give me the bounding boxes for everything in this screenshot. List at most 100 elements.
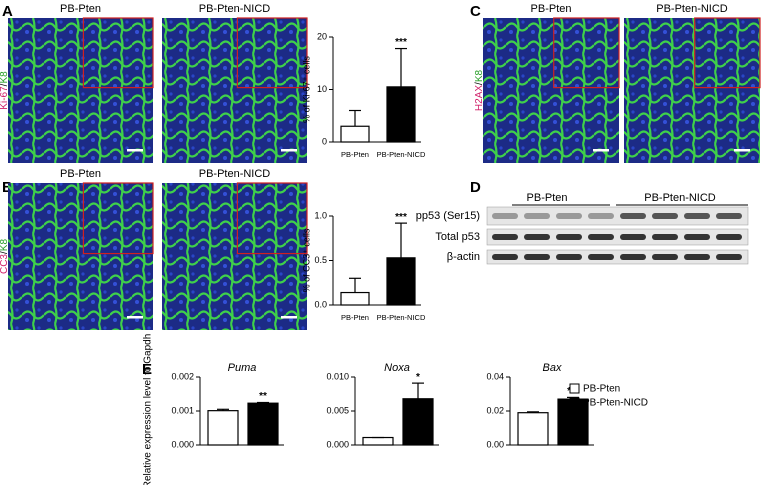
blot-group: PB-Pten [527,192,568,204]
blot-band [684,213,710,219]
scale-bar [593,149,609,152]
y-tick-label: 10 [317,84,327,94]
micrograph [624,18,760,163]
panel-letter: E [142,361,152,378]
y-axis-label: % of CC3⁺ cells [301,228,311,292]
x-tick-label: PB-Pten-NICD [377,313,426,322]
panel-letter: B [2,179,13,196]
micrograph [162,18,307,163]
blot-strip [486,228,749,246]
panel-letter: A [2,3,13,20]
blot-band [652,234,678,240]
bar [402,398,434,446]
scale-bar [281,149,297,152]
stain-label: CC3/K8 [0,239,10,274]
blot-band [524,234,550,240]
blot-band [524,254,550,260]
bar [340,291,370,306]
y-tick-label: 0.000 [326,439,349,449]
x-tick-label: PB-Pten [341,150,369,159]
blot-band [684,234,710,240]
micrograph [483,18,619,163]
bar [386,257,416,306]
bar [386,86,416,143]
image-title: PB-Pten [531,3,572,15]
stain-label-part: / [474,82,485,85]
scale-bar [734,149,750,152]
legend-swatch [569,383,580,394]
blot-row-label: β-actin [447,251,480,263]
blot-strip [486,249,749,265]
blot-band [588,213,614,219]
stain-label-part: H2AX [474,85,485,111]
inset-frame [82,182,154,255]
stain-label: H2AX/K8 [474,69,485,111]
y-tick-label: 0.005 [326,405,349,415]
stain-label-part: K8 [0,239,10,252]
y-tick-label: 0.001 [171,405,194,415]
y-tick-label: 0.010 [326,371,349,381]
blot-band [492,234,518,240]
y-tick-label: 1.0 [314,210,327,220]
blot-band [652,213,678,219]
x-tick-label: PB-Pten-NICD [377,150,426,159]
y-tick-label: 0 [322,136,327,146]
chart-title: Bax [543,362,562,374]
significance: ** [259,391,267,402]
stain-label-part: CC3 [0,254,10,274]
y-tick-label: 0.00 [486,439,504,449]
stain-label-part: K8 [474,69,485,82]
inset-frame [236,182,308,255]
chart-title: Noxa [384,362,410,374]
scale-bar [127,316,143,319]
blot-band [652,254,678,260]
image-title: PB-Pten-NICD [199,3,271,15]
inset-frame [236,17,308,89]
blot-band [620,213,646,219]
scale-bar [281,316,297,319]
blot-band [588,234,614,240]
significance: *** [395,37,407,48]
micrograph [8,18,153,163]
panel-letter: D [470,179,481,196]
significance: *** [395,212,407,223]
blot-row-label: pp53 (Ser15) [416,210,480,222]
blot-band [620,234,646,240]
micrograph [8,183,153,330]
image-title: PB-Pten-NICD [199,168,271,180]
blot-band [620,254,646,260]
y-tick-label: 0.002 [171,371,194,381]
inset-frame [82,17,154,89]
blot-band [524,213,550,219]
blot-group: PB-Pten-NICD [644,192,716,204]
y-tick-label: 20 [317,31,327,41]
blot-strip [486,206,749,226]
blot-row-label: Total p53 [435,231,480,243]
y-tick-label: 0.0 [314,299,327,309]
inset-frame [694,17,761,89]
x-tick-label: PB-Pten [341,313,369,322]
stain-label-part: / [0,83,10,86]
stain-label-part: K8 [0,71,10,84]
image-title: PB-Pten-NICD [656,3,728,15]
legend-label: PB-Pten [583,384,620,395]
y-tick-label: 0.000 [171,439,194,449]
blot-band [684,254,710,260]
image-title: PB-Pten [60,168,101,180]
bar [340,125,370,143]
y-tick-label: 0.02 [486,405,504,415]
blot-band [716,234,742,240]
chart-title: Puma [228,362,257,374]
blot-band [492,213,518,219]
micrograph [162,183,307,330]
image-title: PB-Pten [60,3,101,15]
bar [207,410,239,446]
legend-label: PB-Pten-NICD [583,398,648,409]
legend-swatch [569,397,580,408]
bar [362,436,394,446]
panel-letter: C [470,3,481,20]
bar [247,402,279,446]
blot-band [716,254,742,260]
y-tick-label: 0.5 [314,255,327,265]
